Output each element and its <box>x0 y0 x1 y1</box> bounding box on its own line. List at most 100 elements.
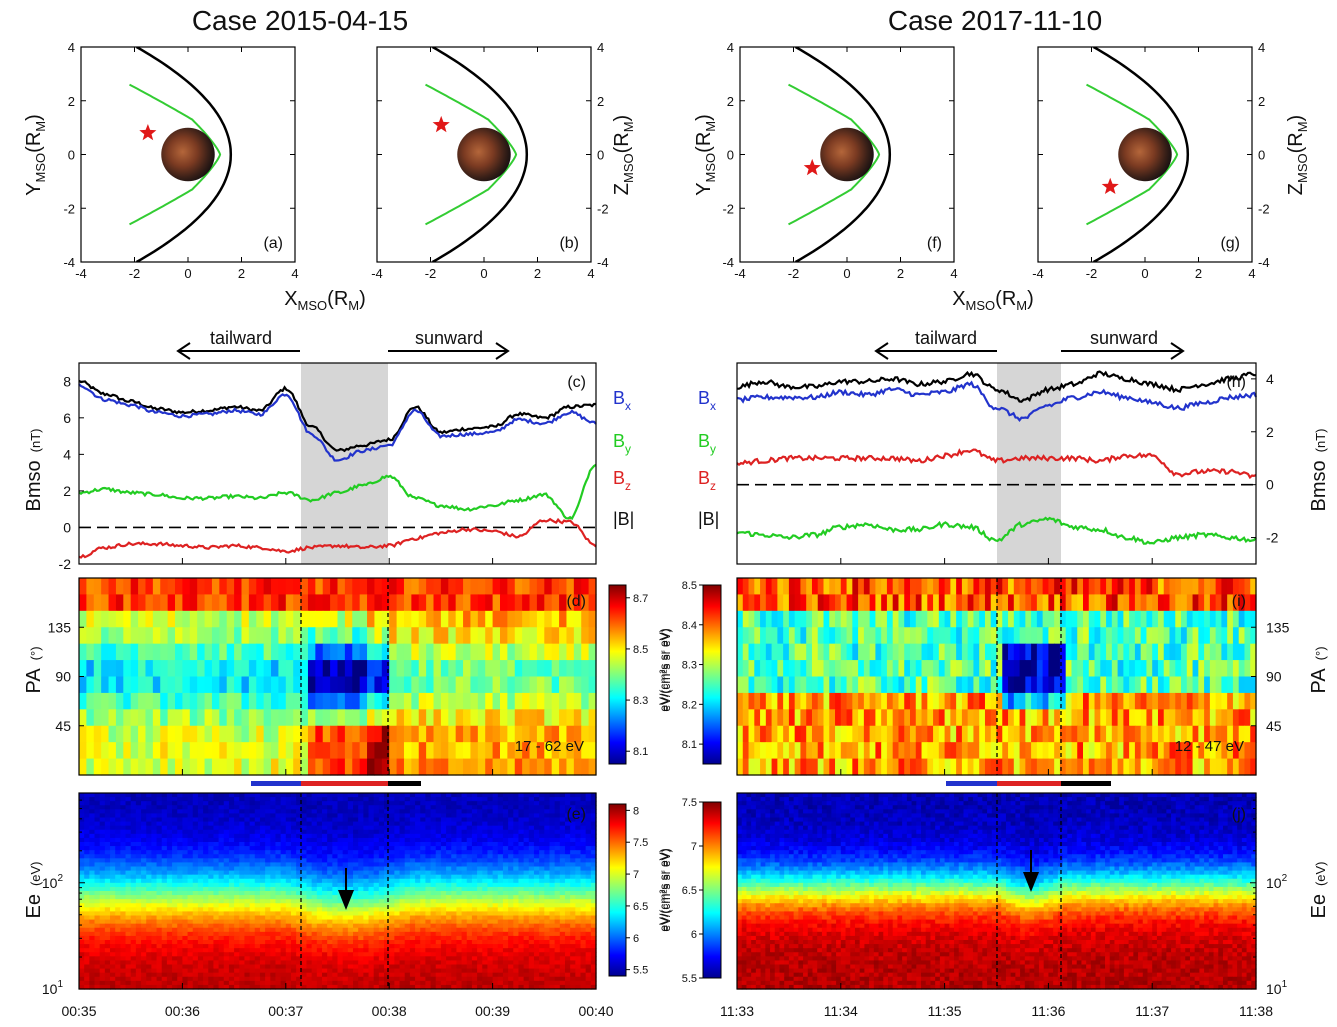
heatmap-cell <box>426 627 435 645</box>
heatmap-cell <box>921 610 928 628</box>
spectrogram-cell <box>466 903 473 908</box>
heatmap-cell <box>492 758 501 776</box>
heatmap-cell <box>760 643 767 661</box>
spectrogram-cell <box>461 821 468 827</box>
heatmap-cell <box>79 578 87 596</box>
spacecraft-position-star <box>1101 177 1119 194</box>
spectrogram-cell <box>564 878 571 884</box>
heatmap-cell <box>285 692 294 710</box>
spectrogram-cell <box>321 833 328 839</box>
spectrogram-cell <box>275 899 282 904</box>
spectrogram-cell <box>244 899 251 904</box>
spectrogram-cell <box>234 797 240 802</box>
spectrogram-cell <box>239 813 246 819</box>
spectrogram-cell <box>223 825 230 831</box>
spectrogram-cell <box>389 882 395 888</box>
heatmap-cell <box>492 676 501 694</box>
spectrogram-cell <box>549 886 556 892</box>
spectrogram-cell <box>79 903 85 908</box>
heatmap-cell <box>389 643 398 661</box>
heatmap-cell <box>990 660 998 678</box>
spectrogram-cell <box>182 891 189 896</box>
spectrogram-cell <box>94 862 101 868</box>
spectrogram-cell <box>492 809 499 815</box>
heatmap-cell <box>1036 758 1044 776</box>
spectrogram-cell <box>363 837 370 843</box>
spectrogram-cell <box>182 842 189 847</box>
spectrogram-cell <box>404 825 411 831</box>
spectrogram-cell <box>575 821 582 827</box>
heatmap-cell <box>1048 660 1055 678</box>
heatmap-cell <box>226 709 235 727</box>
heatmap-cell <box>448 742 457 760</box>
heatmap-cell <box>389 692 398 710</box>
spectrogram-cell <box>197 846 204 851</box>
heatmap-cell <box>1152 578 1159 596</box>
spectrogram-cell <box>79 813 85 819</box>
spectrogram-cell <box>135 886 142 892</box>
spectrogram-cell <box>316 837 323 843</box>
heatmap-cell <box>1198 692 1205 710</box>
spectrogram-cell <box>487 882 494 888</box>
heatmap-cell <box>1209 725 1217 743</box>
heatmap-cell <box>754 692 761 710</box>
spectrogram-cell <box>125 850 132 855</box>
spectrogram-cell <box>135 833 142 839</box>
spectrogram-cell <box>446 837 452 843</box>
spectrogram-cell <box>389 858 395 864</box>
spectrogram-cell <box>146 797 152 802</box>
heatmap-cell <box>93 594 102 612</box>
heatmap-cell <box>1031 578 1038 596</box>
heatmap-cell <box>1123 594 1130 612</box>
heatmap-cell <box>507 692 516 710</box>
spectrogram-cell <box>115 862 121 868</box>
spectrogram-cell <box>451 846 458 851</box>
spectrogram-cell <box>296 837 302 843</box>
heatmap-cell <box>1209 627 1217 645</box>
spectrogram-cell <box>353 821 359 827</box>
heatmap-cell <box>1088 709 1096 727</box>
heatmap-cell <box>858 594 865 612</box>
heatmap-cell <box>219 725 228 743</box>
spectrogram-cell <box>487 862 494 868</box>
heatmap-cell <box>551 610 560 628</box>
spectrogram-cell <box>585 858 592 864</box>
spectrogram-cell <box>197 817 204 823</box>
spectrogram-cell <box>321 837 328 843</box>
spectrogram-cell <box>135 858 142 864</box>
heatmap-cell <box>875 643 882 661</box>
spectrogram-cell <box>482 817 489 823</box>
spectrogram-cell <box>518 895 525 900</box>
heatmap-cell <box>544 676 553 694</box>
heatmap-cell <box>101 578 110 596</box>
heatmap-cell <box>979 627 986 645</box>
spectrogram-cell <box>249 809 256 815</box>
spectrogram-cell <box>141 805 147 810</box>
heatmap-cell <box>777 742 784 760</box>
heatmap-cell <box>248 578 257 596</box>
spectrogram-cell <box>249 813 256 819</box>
spectrogram-cell <box>353 866 359 872</box>
spectrogram-cell <box>104 907 111 913</box>
spectrogram-cell <box>342 801 349 806</box>
spectrogram-cell <box>575 891 582 896</box>
spectrogram-cell <box>218 866 225 872</box>
spectrogram-cell <box>254 899 261 904</box>
heatmap-cell <box>1192 594 1199 612</box>
spectrogram-cell <box>84 809 90 815</box>
spectrogram-cell <box>275 882 282 888</box>
spectrogram-cell <box>384 793 390 798</box>
spectrogram-cell <box>223 858 230 864</box>
heatmap-cell <box>1134 594 1142 612</box>
spectrogram-cell <box>358 862 364 868</box>
spectrogram-cell <box>239 846 246 851</box>
spectrogram-cell <box>285 886 292 892</box>
spectrogram-cell <box>363 850 370 855</box>
heatmap-cell <box>145 742 154 760</box>
heatmap-cell <box>1215 742 1222 760</box>
spectrogram-cell <box>172 833 178 839</box>
heatmap-cell <box>492 594 501 612</box>
heatmap-cell <box>1025 676 1032 694</box>
heatmap-cell <box>285 758 294 776</box>
heatmap-cell <box>1083 643 1090 661</box>
